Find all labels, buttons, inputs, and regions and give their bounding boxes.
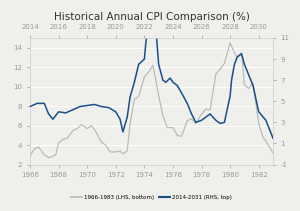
Title: Historical Annual CPI Comparison (%): Historical Annual CPI Comparison (%) (54, 12, 249, 22)
Legend: 1966-1983 (LHS, bottom), 2014-2031 (RHS, top): 1966-1983 (LHS, bottom), 2014-2031 (RHS,… (69, 193, 234, 202)
